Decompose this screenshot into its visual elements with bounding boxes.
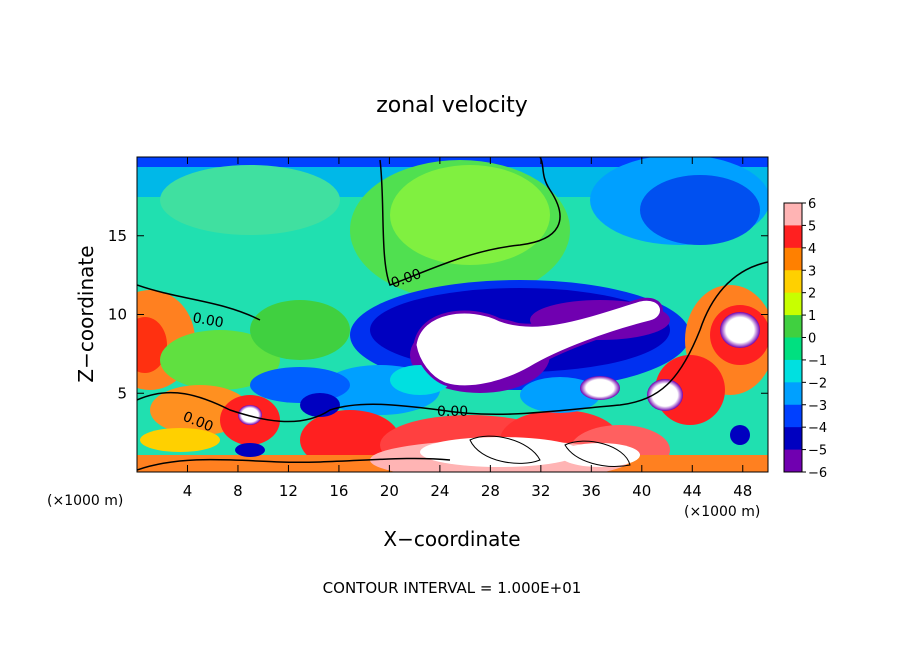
colorbar-tick-label: −4 [808, 421, 827, 436]
x-unit-left: (×1000 m) [47, 493, 123, 509]
colorbar-tick-label: 2 [808, 287, 816, 302]
colorbar-swatch [784, 225, 802, 249]
colorbar-swatch [784, 404, 802, 428]
x-unit-right: (×1000 m) [684, 504, 760, 520]
x-tick-label: 24 [430, 482, 449, 500]
x-tick-label: 28 [481, 482, 500, 500]
y-axis-label: Z−coordinate [74, 245, 98, 382]
colorbar-swatch [784, 359, 802, 383]
x-tick-label: 8 [233, 482, 243, 500]
colorbar-tick-label: −6 [808, 466, 827, 481]
x-tick-label: 48 [733, 482, 752, 500]
chart-title: zonal velocity [376, 93, 528, 118]
colorbar-swatch [784, 337, 802, 361]
contour-label: 0.00 [437, 404, 468, 420]
colorbar-swatch [784, 270, 802, 294]
x-axis-label: X−coordinate [383, 527, 520, 551]
colorbar-tick-label: −3 [808, 399, 827, 414]
x-tick-label: 40 [632, 482, 651, 500]
colorbar-tick-label: −5 [808, 444, 827, 459]
colorbar-tick-label: 3 [808, 264, 816, 279]
contour-label: 0.00 [191, 310, 224, 331]
colorbar-swatch [784, 382, 802, 406]
colorbar-tick-label: 1 [808, 309, 816, 324]
colorbar: 6 5 4 3 2 1 0 −1 −2 −3 −4 −5 −6 [783, 197, 827, 481]
y-tick-label: 15 [108, 227, 127, 245]
contour-interval-note: CONTOUR INTERVAL = 1.000E+01 [323, 579, 582, 597]
colorbar-tick-label: 4 [808, 242, 816, 257]
y-tick-label: 5 [117, 384, 127, 402]
colorbar-tick-label: 5 [808, 219, 816, 234]
heatmap-field [137, 157, 768, 472]
colorbar-tick-label: −1 [808, 354, 827, 369]
x-tick-label: 36 [582, 482, 601, 500]
colorbar-swatch [784, 427, 802, 451]
x-tick-label: 44 [683, 482, 702, 500]
x-tick-label: 32 [531, 482, 550, 500]
x-axis: 4 8 12 16 20 24 28 32 36 40 44 48 [183, 157, 752, 500]
colorbar-swatch [784, 292, 802, 316]
colorbar-tick-label: −2 [808, 376, 827, 391]
colorbar-swatch [784, 203, 802, 226]
y-axis: 5 10 15 [108, 227, 768, 402]
x-tick-label: 20 [380, 482, 399, 500]
colorbar-swatch [784, 315, 802, 338]
x-tick-label: 16 [329, 482, 348, 500]
colorbar-swatch [784, 449, 802, 473]
x-tick-label: 4 [183, 482, 193, 500]
x-tick-label: 12 [279, 482, 298, 500]
colorbar-tick-label: 0 [808, 332, 816, 347]
y-tick-label: 10 [108, 306, 127, 324]
colorbar-tick-label: 6 [808, 197, 816, 212]
colorbar-swatch [784, 247, 802, 271]
